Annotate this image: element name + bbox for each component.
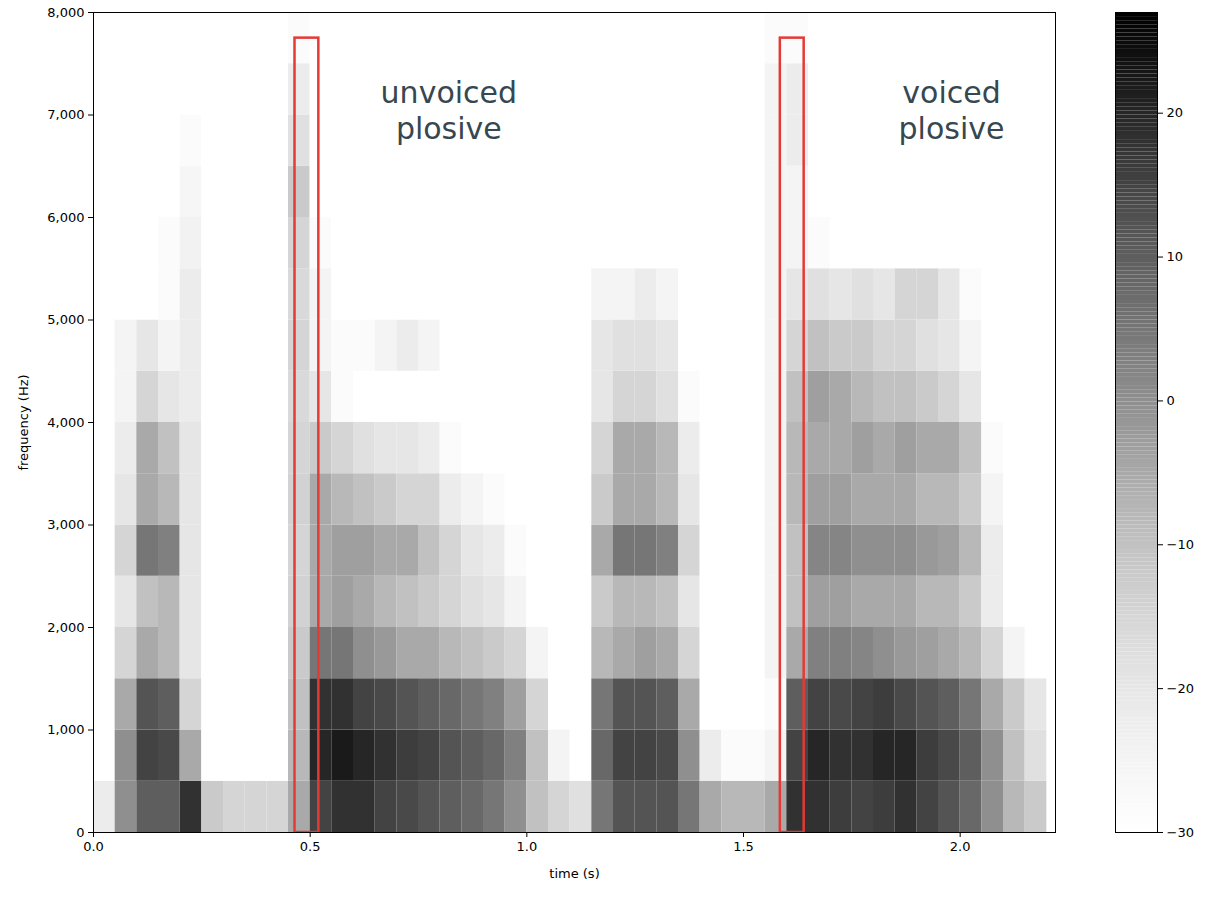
svg-text:unvoicedplosive: unvoicedplosive — [381, 75, 517, 146]
svg-text:0: 0 — [76, 825, 84, 840]
svg-text:time (s): time (s) — [549, 866, 599, 881]
svg-text:8,000: 8,000 — [47, 5, 84, 20]
svg-text:0.5: 0.5 — [300, 839, 321, 854]
svg-text:1,000: 1,000 — [47, 722, 84, 737]
svg-text:3,000: 3,000 — [47, 517, 84, 532]
svg-text:1.5: 1.5 — [733, 839, 754, 854]
svg-text:0.0: 0.0 — [83, 839, 104, 854]
svg-text:0: 0 — [1167, 393, 1175, 408]
svg-text:−10: −10 — [1167, 537, 1194, 552]
svg-text:−20: −20 — [1167, 681, 1194, 696]
svg-text:2,000: 2,000 — [47, 620, 84, 635]
svg-text:1.0: 1.0 — [516, 839, 537, 854]
svg-text:20: 20 — [1167, 105, 1184, 120]
svg-text:2.0: 2.0 — [950, 839, 971, 854]
svg-text:10: 10 — [1167, 249, 1184, 264]
svg-text:6,000: 6,000 — [47, 210, 84, 225]
svg-text:voicedplosive: voicedplosive — [899, 75, 1005, 146]
svg-text:frequency (Hz): frequency (Hz) — [16, 374, 31, 470]
svg-text:5,000: 5,000 — [47, 312, 84, 327]
svg-text:−30: −30 — [1167, 825, 1194, 840]
svg-text:4,000: 4,000 — [47, 415, 84, 430]
svg-text:7,000: 7,000 — [47, 107, 84, 122]
